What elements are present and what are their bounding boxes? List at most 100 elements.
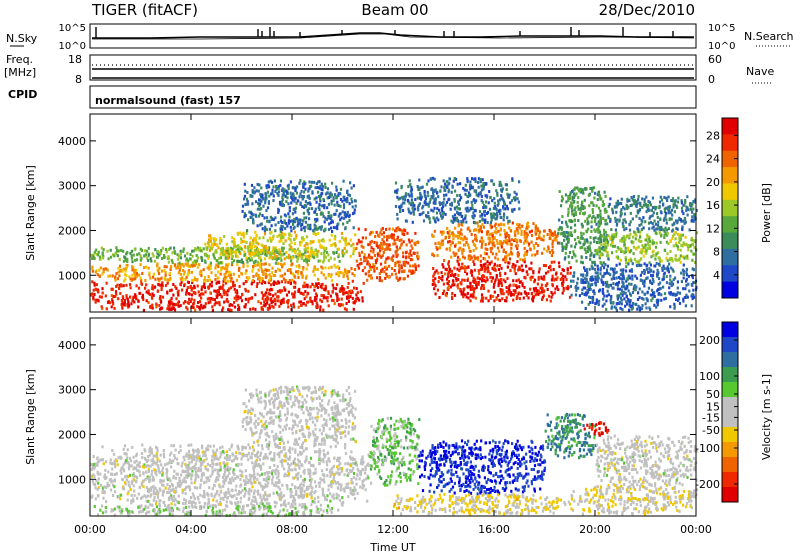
range-cell <box>270 231 272 234</box>
range-cell <box>334 302 336 305</box>
range-cell <box>259 203 261 206</box>
range-cell <box>331 279 333 282</box>
range-cell <box>219 303 221 306</box>
range-cell <box>278 190 280 193</box>
range-cell <box>250 216 252 219</box>
range-cell <box>258 274 260 277</box>
range-cell <box>625 261 627 264</box>
range-cell <box>418 255 420 258</box>
range-cell <box>264 216 266 219</box>
range-cell <box>526 270 528 273</box>
range-cell <box>131 274 133 277</box>
range-cell <box>512 299 514 302</box>
range-cell <box>459 194 461 197</box>
range-cell <box>680 254 682 257</box>
range-cell <box>327 254 329 257</box>
range-cell <box>650 255 652 258</box>
nsearch-tick-bottom: 10^0 <box>708 41 735 52</box>
range-cell <box>168 305 170 308</box>
range-cell <box>652 254 654 257</box>
range-cell <box>289 209 291 212</box>
range-cell <box>337 222 339 225</box>
range-cell <box>644 262 646 265</box>
range-cell <box>343 274 345 277</box>
range-cell <box>499 233 501 236</box>
range-cell <box>406 232 408 235</box>
range-cell <box>332 284 334 287</box>
range-cell <box>138 274 140 277</box>
range-cell <box>587 220 589 223</box>
range-cell <box>348 242 350 245</box>
range-cell <box>291 292 293 295</box>
cpid-label: CPID <box>8 88 37 101</box>
range-cell <box>278 185 280 188</box>
cpid-value: normalsound (fast) 157 <box>95 94 241 107</box>
range-cell <box>493 283 495 286</box>
range-cell <box>265 303 267 306</box>
range-cell <box>548 295 550 298</box>
range-cell <box>322 212 324 215</box>
range-cell <box>311 250 313 253</box>
range-cell <box>598 241 600 244</box>
range-cell <box>570 266 572 269</box>
range-cell <box>470 207 472 210</box>
range-cell <box>475 209 477 212</box>
range-cell <box>686 206 688 209</box>
nsky-tick-top: 10^5 <box>59 23 86 34</box>
range-cell <box>311 181 313 184</box>
range-cell <box>606 295 608 298</box>
range-cell <box>550 230 552 233</box>
range-cell <box>307 284 309 287</box>
range-cell <box>271 267 273 270</box>
range-cell <box>514 267 516 270</box>
range-cell <box>587 285 589 288</box>
range-cell <box>474 221 476 224</box>
range-cell <box>418 179 420 182</box>
range-cell <box>332 299 334 302</box>
range-cell <box>311 190 313 193</box>
range-cell <box>257 183 259 186</box>
range-cell <box>435 188 437 191</box>
range-cell <box>193 302 195 305</box>
nsky-tick-bottom: 10^0 <box>59 41 86 52</box>
range-cell <box>351 187 353 190</box>
range-cell <box>496 214 498 217</box>
range-cell <box>314 266 316 269</box>
range-cell <box>420 198 422 201</box>
range-cell <box>687 244 689 247</box>
range-cell <box>429 221 431 224</box>
range-cell <box>612 237 614 240</box>
range-cell <box>115 272 117 275</box>
range-cell <box>117 297 119 300</box>
range-cell <box>574 224 576 227</box>
range-cell <box>509 257 511 260</box>
range-cell <box>541 252 543 255</box>
range-cell <box>233 238 235 241</box>
range-cell <box>179 262 181 265</box>
range-cell <box>343 252 345 255</box>
range-cell <box>349 214 351 217</box>
range-cell <box>615 250 617 253</box>
range-cell <box>255 235 257 238</box>
range-cell <box>180 304 182 307</box>
range-cell <box>604 223 606 226</box>
range-cell <box>646 268 648 271</box>
range-cell <box>402 251 404 254</box>
range-cell <box>511 208 513 211</box>
range-cell <box>486 231 488 234</box>
range-cell <box>265 268 267 271</box>
range-cell <box>628 199 630 202</box>
range-cell <box>280 256 282 259</box>
range-cell <box>619 288 621 291</box>
range-cell <box>524 258 526 261</box>
range-cell <box>374 254 376 257</box>
range-cell <box>486 260 488 263</box>
range-cell <box>584 293 586 296</box>
range-cell <box>435 199 437 202</box>
range-cell <box>230 280 232 283</box>
range-cell <box>612 287 614 290</box>
range-cell <box>328 203 330 206</box>
range-cell <box>338 248 340 251</box>
range-cell <box>454 177 456 180</box>
range-cell <box>231 240 233 243</box>
